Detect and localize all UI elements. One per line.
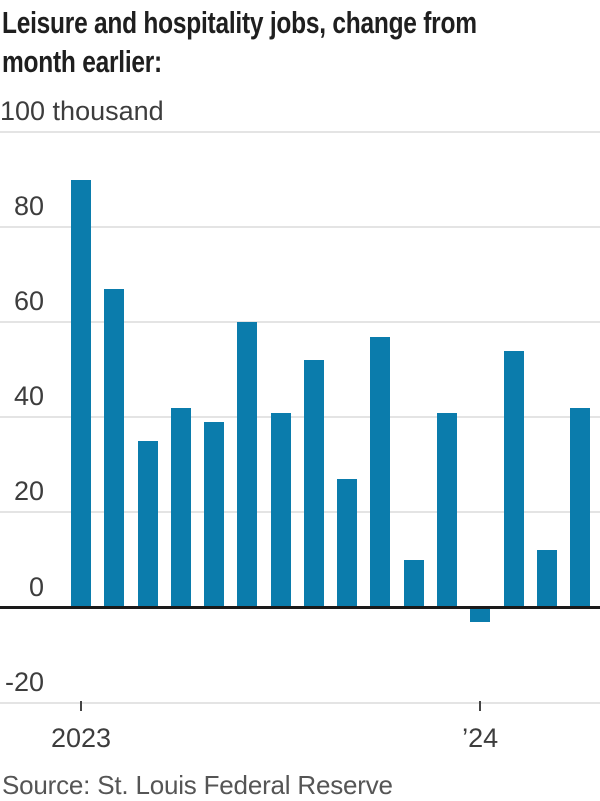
bar-4 [170,407,191,608]
bar-6 [237,322,258,608]
y-axis-label-100thousand: 100 thousand [0,96,164,126]
y-axis-label-20: 20 [13,476,44,507]
gridline-100thousand [0,131,600,133]
gridline-60 [0,321,600,324]
x-axis-label-24: ’24 [462,723,499,753]
y-axis-label-80: 80 [13,191,44,222]
y-axis-label-60: 60 [13,286,44,317]
x-axis-tick-24 [479,701,482,711]
bar-11 [403,560,424,608]
gridline-40 [0,416,600,419]
bar-10 [370,336,391,608]
gridline-80 [0,226,600,229]
bar-16 [570,407,591,608]
bar-7 [270,412,291,608]
bar-15 [536,550,557,608]
bar-8 [303,360,324,608]
y-axis-label--20: -20 [4,666,44,697]
gridline--20 [0,701,600,704]
bar-2 [104,288,125,608]
chart-title-line-2: month earlier: [2,44,162,79]
bar-3 [137,441,158,608]
bar-5 [204,422,225,608]
source-note: Source: St. Louis Federal Reserve [2,770,393,800]
chart-title: Leisure and hospitality jobs, change fro… [2,3,477,81]
zero-axis-line [0,606,600,609]
y-axis-label-0: 0 [28,571,44,602]
chart-title-line-1: Leisure and hospitality jobs, change fro… [2,5,477,40]
x-axis-label-2023: 2023 [50,723,112,753]
x-axis-tick-2023 [80,701,82,711]
gridline-20 [0,511,600,514]
bar-12 [437,412,457,608]
y-axis-label-40: 40 [13,381,44,412]
bar-14 [503,350,524,608]
bar-9 [337,479,358,608]
bar-13 [470,607,491,622]
bar-1 [71,179,91,608]
